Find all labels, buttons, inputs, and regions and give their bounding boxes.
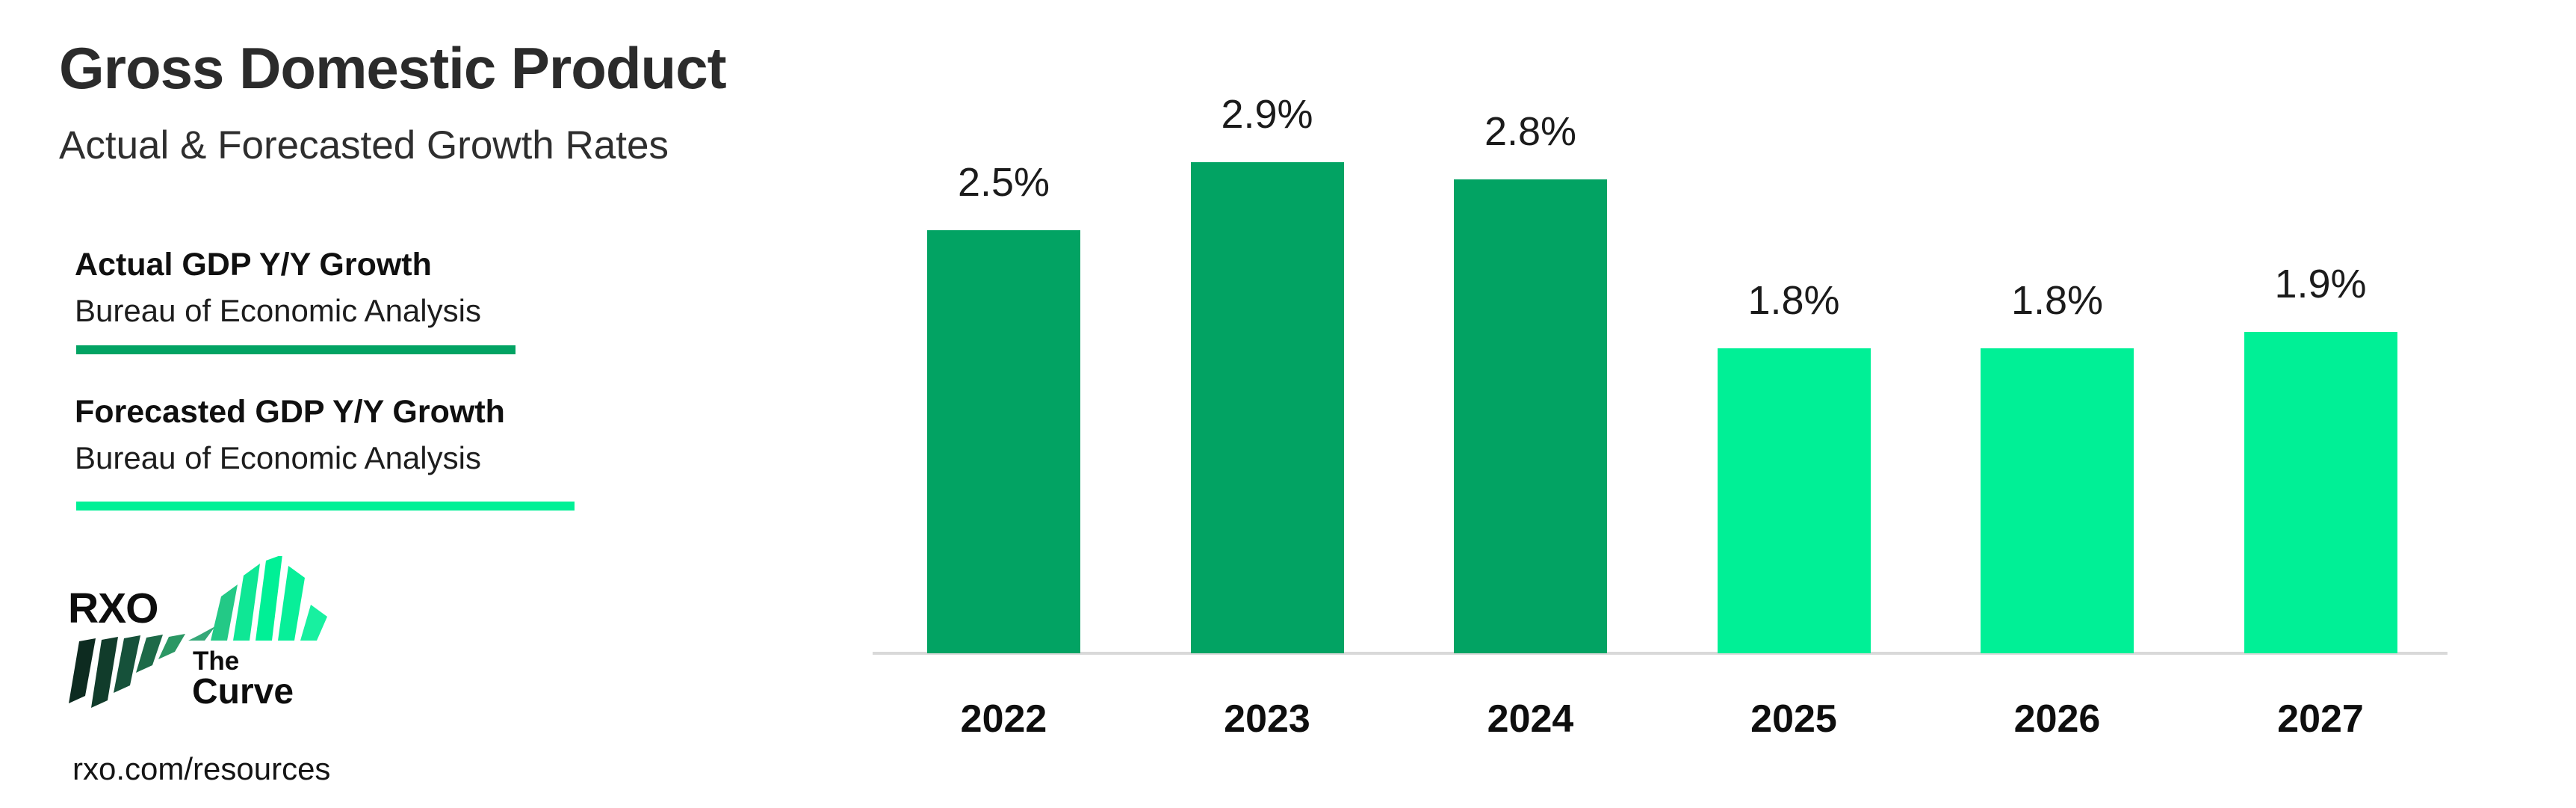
bar-2023 xyxy=(1190,162,1344,653)
legend-actual-name: Actual GDP Y/Y Growth xyxy=(75,247,432,283)
legend-forecast-source: Bureau of Economic Analysis xyxy=(75,440,481,475)
bar-2026 xyxy=(1981,348,2134,653)
resources-url: rxo.com/resources xyxy=(72,751,331,786)
bar-2027 xyxy=(2244,332,2397,653)
bar-value-label: 1.8% xyxy=(2010,278,2104,323)
bar-2022 xyxy=(927,230,1080,653)
bar-value-label: 2.8% xyxy=(1484,109,1577,154)
legend-actual-color-swatch xyxy=(76,345,515,354)
x-axis-label-2027: 2027 xyxy=(2277,697,2364,741)
bar-value-label: 2.5% xyxy=(957,160,1050,205)
page-title: Gross Domestic Product xyxy=(59,35,727,101)
page-subtitle: Actual & Forecasted Growth Rates xyxy=(59,123,669,167)
x-axis-label-2025: 2025 xyxy=(1750,697,1837,741)
x-axis-label-2026: 2026 xyxy=(2013,697,2101,741)
bar-value-label: 1.8% xyxy=(1747,278,1840,323)
legend-actual-source: Bureau of Economic Analysis xyxy=(75,293,481,328)
bar-value-label: 1.9% xyxy=(2274,262,2367,306)
rxo-curve-stripes-icon xyxy=(69,556,327,708)
x-axis-label-2024: 2024 xyxy=(1487,697,1574,741)
x-axis-label-2022: 2022 xyxy=(960,697,1047,741)
logo-tagline-the: The xyxy=(193,647,240,676)
x-axis-label-2023: 2023 xyxy=(1224,697,1310,741)
logo-tagline-curve: Curve xyxy=(192,672,294,712)
rxo-wordmark: RXO xyxy=(68,585,159,632)
legend-forecast-name: Forecasted GDP Y/Y Growth xyxy=(75,394,505,430)
bar-value-label: 2.9% xyxy=(1221,92,1313,137)
bar-2025 xyxy=(1717,348,1871,653)
bar-2024 xyxy=(1454,179,1607,653)
legend-forecast-color-swatch xyxy=(76,502,575,511)
x-axis-line xyxy=(873,652,2447,655)
